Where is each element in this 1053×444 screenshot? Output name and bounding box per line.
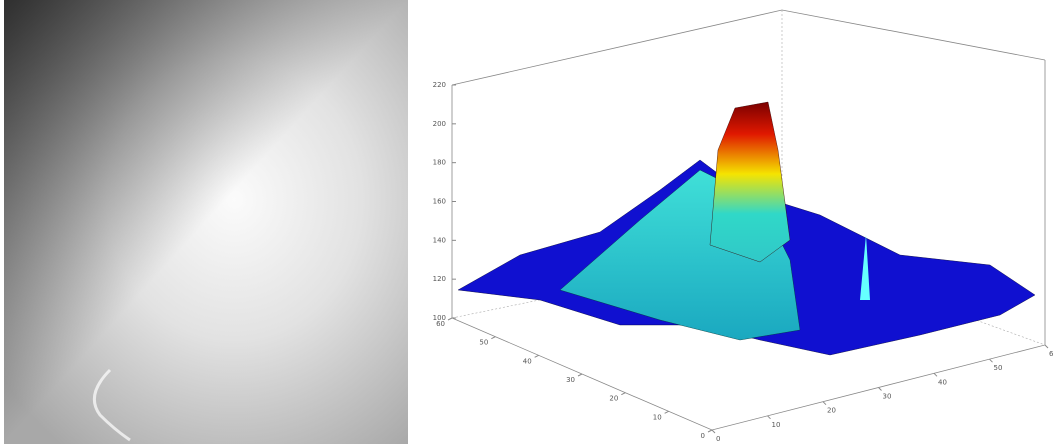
z-tick-label: 220	[433, 81, 446, 89]
x-tick	[664, 410, 669, 414]
z-tick-label: 180	[433, 159, 446, 167]
surface	[457, 101, 1036, 356]
x-tick-label: 40	[523, 357, 532, 365]
y-tick-label: 30	[883, 393, 892, 401]
z-tick-label: 140	[433, 236, 446, 244]
z-tick-label: 200	[433, 120, 446, 128]
y-tick-label: 50	[994, 364, 1003, 372]
x-tick-label: 10	[653, 413, 662, 421]
x-tick	[491, 336, 496, 340]
x-tick	[577, 373, 583, 377]
x-tick	[447, 317, 453, 321]
y-tick	[711, 429, 716, 434]
y-tick	[878, 387, 882, 391]
z-tick-label: 120	[433, 275, 446, 283]
y-tick-label: 10	[772, 421, 781, 429]
y-tick	[1044, 344, 1049, 349]
y-tick-label: 40	[938, 378, 947, 386]
y-tick-label: 60	[1049, 350, 1053, 358]
y-tick	[822, 401, 827, 406]
y-tick-label: 20	[827, 407, 836, 415]
z-tick-label: 160	[433, 198, 446, 206]
x-tick-label: 20	[609, 395, 618, 403]
x-tick-label: 60	[436, 320, 445, 328]
x-tick-label: 0	[701, 432, 705, 440]
x-tick	[621, 392, 626, 396]
x-tick	[707, 429, 713, 433]
xray-image	[4, 0, 408, 444]
x-tick-label: 30	[566, 376, 575, 384]
x-tick	[534, 354, 539, 358]
z-tick-label: 100	[433, 314, 446, 322]
y-tick	[767, 415, 771, 420]
y-tick	[989, 358, 993, 363]
y-tick	[933, 372, 938, 377]
x-tick-label: 50	[479, 339, 488, 347]
y-tick-label: 0	[716, 435, 720, 443]
